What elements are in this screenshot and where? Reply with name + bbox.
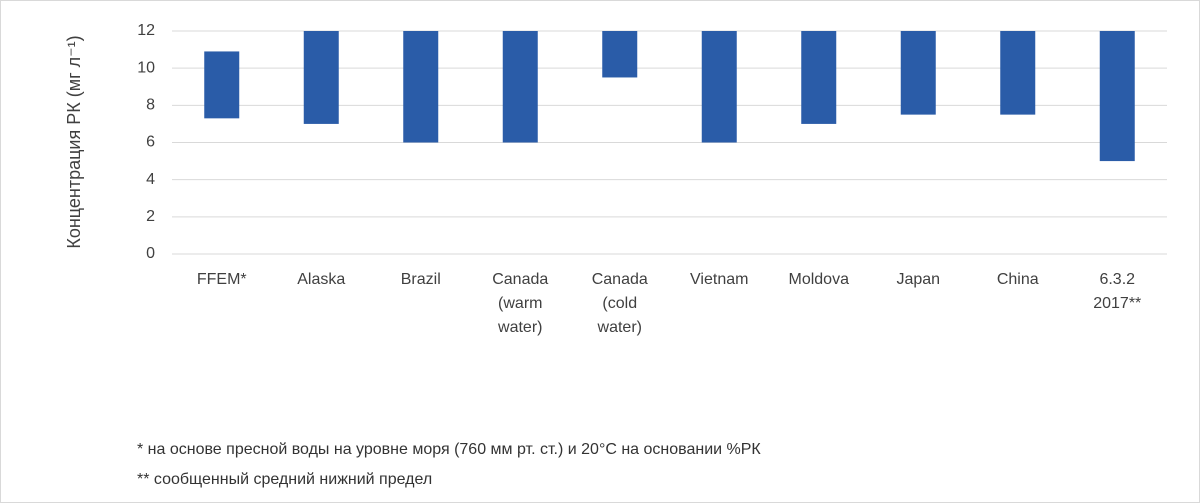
footnote: ** сообщенный средний нижний предел [137, 471, 432, 488]
x-tick-label: Canada (cold water) [592, 271, 648, 336]
x-tick-label: 6.3.2 2017** [1093, 271, 1141, 312]
y-tick-label: 0 [146, 245, 155, 262]
bar [1000, 31, 1036, 115]
bar [502, 31, 538, 143]
x-tick-label: FFEM* [197, 271, 247, 288]
y-tick-label: 2 [146, 208, 155, 225]
y-axis-title: Концентрация РК (мг л⁻¹) [64, 35, 84, 248]
y-tick-label: 12 [137, 22, 155, 39]
bar [801, 31, 837, 124]
bar [701, 31, 737, 143]
x-tick-label: Alaska [297, 271, 345, 288]
x-tick-label: Brazil [401, 271, 441, 288]
x-tick-label: China [997, 271, 1039, 288]
bar [900, 31, 936, 115]
y-tick-label: 6 [146, 134, 155, 151]
bar [1099, 31, 1135, 162]
bar [403, 31, 439, 143]
bar [602, 31, 638, 78]
y-tick-label: 8 [146, 97, 155, 114]
x-tick-label: Japan [896, 271, 940, 288]
footnote: * на основе пресной воды на уровне моря … [137, 441, 761, 458]
bar [204, 51, 240, 119]
y-tick-label: 10 [137, 59, 155, 76]
bar [303, 31, 339, 124]
y-tick-label: 4 [146, 171, 155, 188]
x-tick-label: Moldova [789, 271, 850, 288]
x-tick-label: Canada (warm water) [492, 271, 548, 336]
x-tick-label: Vietnam [690, 271, 748, 288]
